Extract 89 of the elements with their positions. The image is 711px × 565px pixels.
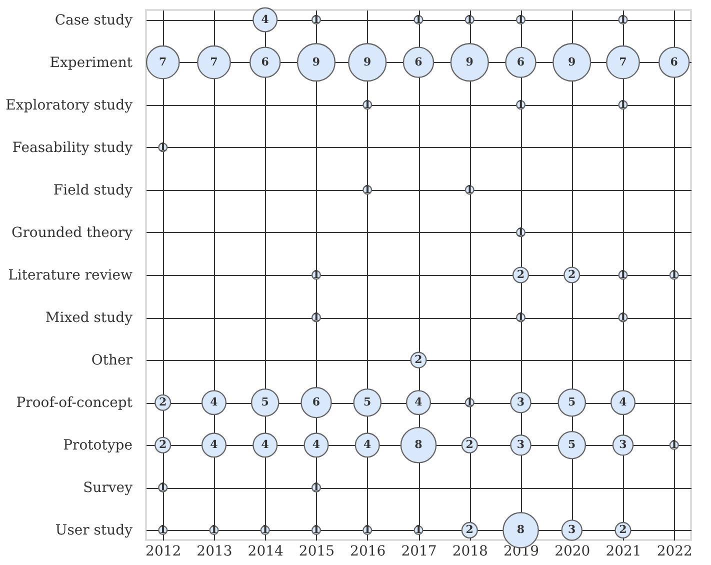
data-label: 1 xyxy=(466,396,474,409)
y-tick-label: Field study xyxy=(53,182,133,198)
data-label: 1 xyxy=(312,12,320,26)
y-tick-label: User study xyxy=(55,522,133,539)
data-label: 1 xyxy=(516,98,525,111)
data-label: 1 xyxy=(516,225,525,238)
data-label: 1 xyxy=(312,480,320,494)
data-label: 4 xyxy=(414,396,423,409)
data-label: 9 xyxy=(466,55,474,68)
data-label: 1 xyxy=(364,98,372,111)
x-tick-label: 2017 xyxy=(401,544,437,560)
data-label: 2 xyxy=(619,523,627,536)
y-tick-label: Literature review xyxy=(8,268,133,284)
data-label: 2 xyxy=(568,268,576,281)
data-label: 9 xyxy=(568,55,576,68)
data-label: 1 xyxy=(210,523,218,536)
x-tick-label: 2015 xyxy=(298,544,335,560)
data-label: 1 xyxy=(159,523,167,536)
data-label: 3 xyxy=(619,438,627,452)
data-label: 5 xyxy=(364,396,372,409)
x-tick-label: 2022 xyxy=(656,544,692,560)
y-tick-label: Experiment xyxy=(50,54,133,71)
data-label: 7 xyxy=(619,55,627,68)
data-label: 5 xyxy=(261,396,269,409)
data-label: 7 xyxy=(210,55,218,68)
data-label: 1 xyxy=(261,523,269,536)
data-label: 2 xyxy=(466,523,474,536)
data-label: 5 xyxy=(568,396,576,409)
y-tick-label: Exploratory study xyxy=(6,97,133,114)
data-label: 2 xyxy=(414,353,422,366)
data-label: 1 xyxy=(312,310,320,324)
data-label: 6 xyxy=(261,55,270,68)
data-label: 6 xyxy=(312,396,320,409)
data-label: 4 xyxy=(364,438,372,452)
y-tick-label: Feasability study xyxy=(12,140,133,156)
data-label: 1 xyxy=(414,12,422,26)
data-label: 2 xyxy=(466,438,474,452)
data-label: 9 xyxy=(312,55,320,68)
x-tick-label: 2020 xyxy=(554,544,590,560)
data-label: 1 xyxy=(466,182,474,196)
data-label: 4 xyxy=(261,438,270,452)
x-tick-label: 2021 xyxy=(606,544,642,560)
y-tick-label: Survey xyxy=(83,480,133,496)
data-label: 6 xyxy=(414,55,423,68)
data-label: 4 xyxy=(261,12,270,26)
data-label: 1 xyxy=(516,310,525,324)
data-label: 1 xyxy=(159,480,167,494)
y-tick-label: Grounded theory xyxy=(12,224,133,241)
y-tick-label: Prototype xyxy=(63,438,132,454)
data-label: 1 xyxy=(619,98,627,111)
data-label: 1 xyxy=(670,438,678,452)
data-label: 6 xyxy=(670,55,678,68)
data-label: 1 xyxy=(364,523,372,536)
data-label: 9 xyxy=(364,55,372,68)
data-label: 5 xyxy=(568,438,576,452)
data-label: 3 xyxy=(568,523,576,536)
data-label: 3 xyxy=(516,438,525,452)
data-label: 7 xyxy=(159,55,167,68)
data-label: 8 xyxy=(414,438,423,452)
y-tick-label: Mixed study xyxy=(45,310,133,326)
data-label: 2 xyxy=(516,268,525,281)
data-label: 6 xyxy=(516,55,525,68)
data-label: 1 xyxy=(516,12,525,26)
y-tick-label: Case study xyxy=(54,12,133,28)
data-label: 1 xyxy=(312,268,320,281)
data-label: 2 xyxy=(159,438,167,452)
y-tick-label: Proof-of-concept xyxy=(16,395,133,412)
y-tick-label: Other xyxy=(91,352,133,369)
data-label: 1 xyxy=(414,523,422,536)
data-label: 1 xyxy=(619,310,627,324)
data-label: 8 xyxy=(516,523,525,536)
x-tick-label: 2014 xyxy=(248,544,284,560)
data-label: 1 xyxy=(619,268,627,281)
data-label: 3 xyxy=(516,396,525,409)
data-label: 4 xyxy=(619,396,628,409)
data-label: 1 xyxy=(466,12,474,26)
data-label: 4 xyxy=(312,438,320,452)
data-label: 4 xyxy=(210,438,218,452)
data-label: 1 xyxy=(619,12,627,26)
data-label: 1 xyxy=(312,523,320,536)
data-label: 1 xyxy=(364,182,372,196)
data-label: 1 xyxy=(670,268,678,281)
data-label: 1 xyxy=(159,140,167,154)
x-tick-label: 2013 xyxy=(196,544,232,560)
x-tick-label: 2016 xyxy=(350,544,386,560)
data-label: 2 xyxy=(159,396,167,409)
x-tick-label: 2018 xyxy=(452,544,488,560)
data-label: 4 xyxy=(210,396,218,409)
x-tick-label: 2012 xyxy=(146,544,182,560)
